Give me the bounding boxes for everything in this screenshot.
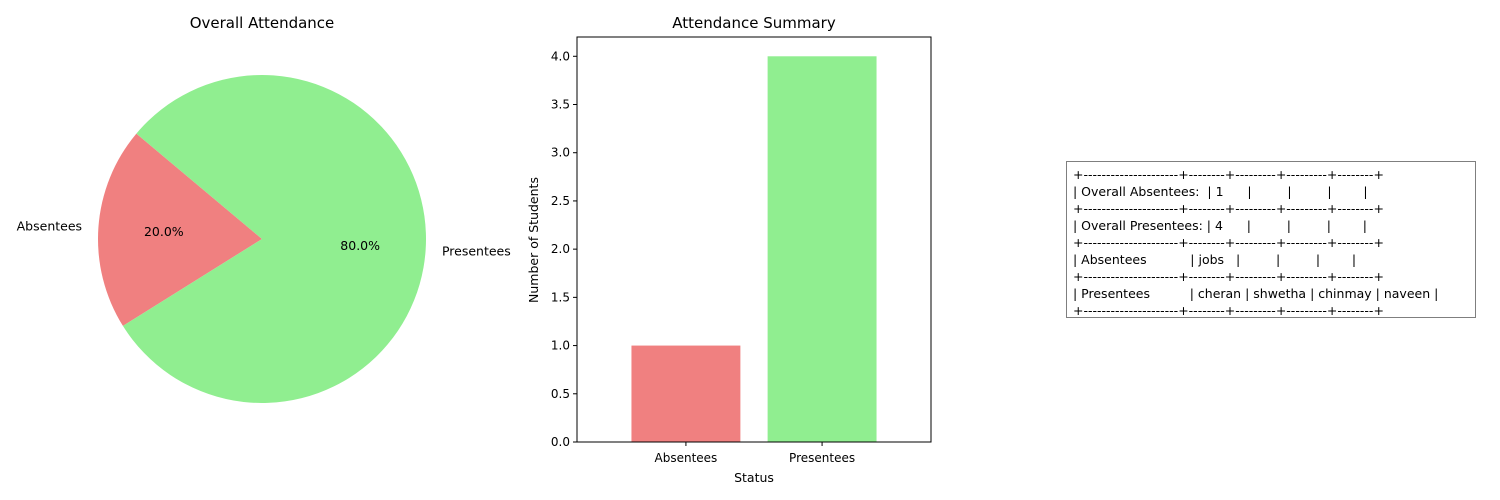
x-axis-label: Status: [734, 470, 774, 485]
y-tick-label: 4.0: [551, 49, 570, 63]
pie-label-presentees: Presentees: [442, 244, 511, 259]
x-tick-label: Presentees: [789, 451, 855, 465]
table-row: | Overall Presentees: | 4 | | | |: [1073, 218, 1367, 233]
bar-absentees: [631, 345, 741, 442]
x-tick-label: Absentees: [655, 451, 718, 465]
y-tick-label: 0.5: [551, 387, 570, 401]
table-row: | Absentees | jobs | | | |: [1073, 252, 1357, 267]
y-axis-label: Number of Students: [526, 177, 541, 303]
table-border-line: +---------------------+--------+--------…: [1073, 303, 1384, 318]
y-tick-label: 0.0: [551, 435, 570, 449]
y-tick-label: 1.0: [551, 339, 570, 353]
pie-title: Overall Attendance: [190, 14, 335, 32]
pie-slice-presentees: [122, 74, 426, 403]
y-tick-label: 2.0: [551, 242, 570, 256]
plot-frame: [576, 36, 932, 443]
table-border-line: +---------------------+--------+--------…: [1073, 167, 1384, 182]
pie-chart: Overall Attendance Absentees 20.0% Present…: [17, 14, 511, 403]
table-border-line: +---------------------+--------+--------…: [1073, 269, 1384, 284]
y-tick-label: 2.5: [551, 194, 570, 208]
y-tick-label: 3.0: [551, 146, 570, 160]
y-tick-label: 3.5: [551, 98, 570, 112]
bar-chart: Attendance Summary 0.0 0.5 1.0 1.5 2.0 2.5 3.0…: [526, 14, 932, 485]
attendance-text-table: +---------------------+--------+--------…: [1066, 161, 1476, 318]
bar-title: Attendance Summary: [672, 14, 836, 32]
pie-slice-absentees: [97, 133, 262, 326]
table-border-line: +---------------------+--------+--------…: [1073, 201, 1384, 216]
table-row: | Presentees | cheran | shwetha | chinma…: [1073, 286, 1439, 301]
pie-label-absentees: Absentees: [17, 218, 82, 233]
table-row: | Overall Absentees: | 1 | | | |: [1073, 184, 1368, 199]
y-tick-label: 1.5: [551, 290, 570, 304]
table-border-line: +---------------------+--------+--------…: [1073, 235, 1384, 250]
bar-presentees: [767, 56, 877, 443]
pie-percent-presentees: 80.0%: [340, 238, 380, 253]
pie-percent-absentees: 20.0%: [144, 224, 184, 239]
